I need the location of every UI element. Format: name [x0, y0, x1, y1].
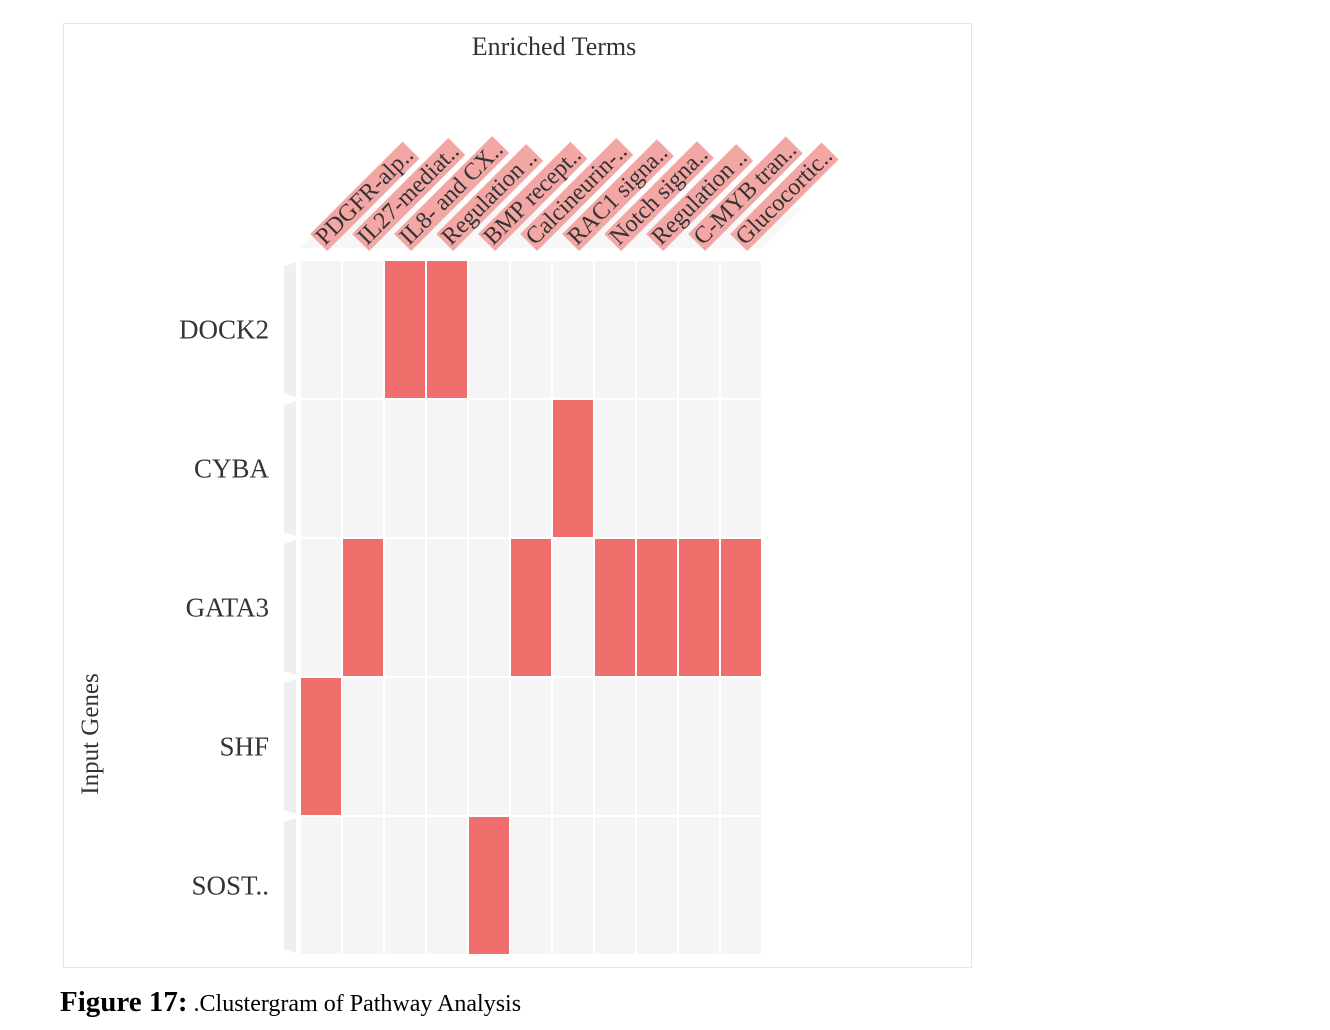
column-label-highlight-2	[394, 135, 510, 251]
figure-caption: Figure 17: .Clustergram of Pathway Analys…	[60, 986, 521, 1019]
heatmap-cell-1-9	[678, 399, 720, 538]
heatmap-cell-3-6	[552, 677, 594, 816]
heatmap-cell-3-3	[426, 677, 468, 816]
column-labels: PDGFR-alp..IL27-mediat..IL8- and CX..Reg…	[300, 135, 839, 251]
heatmap-cell-4-3	[426, 816, 468, 955]
heatmap-cell-0-1	[342, 260, 384, 399]
heatmap-cell-0-9	[678, 260, 720, 399]
heatmap-cell-2-6	[552, 538, 594, 677]
heatmap-cell-0-8	[636, 260, 678, 399]
heatmap-cell-3-1	[342, 677, 384, 816]
heatmap-cell-3-7	[594, 677, 636, 816]
column-label-highlight-9	[688, 136, 803, 251]
heatmap-cell-4-8	[636, 816, 678, 955]
heatmap-cell-1-1	[342, 399, 384, 538]
clustergram-chart: Enriched Terms Input Genes PDGFR-alp..IL…	[77, 32, 839, 955]
heatmap-cell-4-7	[594, 816, 636, 955]
column-label-highlight-4	[478, 141, 588, 251]
heatmap-cell-3-0	[300, 677, 342, 816]
heatmap-cell-2-5	[510, 538, 552, 677]
heatmap-cell-1-10	[720, 399, 762, 538]
heatmap-cell-1-5	[510, 399, 552, 538]
heatmap-cell-0-3	[426, 260, 468, 399]
heatmap-cell-0-7	[594, 260, 636, 399]
heatmap-cell-1-6	[552, 399, 594, 538]
chart-panel: Enriched Terms Input Genes PDGFR-alp.. IL…	[63, 23, 972, 968]
row-bar-2	[284, 540, 296, 675]
heatmap-cell-0-4	[468, 260, 510, 399]
heatmap-cell-1-8	[636, 399, 678, 538]
row-bar-3	[284, 679, 296, 814]
column-label-highlight-8	[646, 143, 754, 251]
heatmap-cell-3-4	[468, 677, 510, 816]
row-label-1: CYBA	[194, 454, 270, 484]
heatmap-cell-2-9	[678, 538, 720, 677]
row-labels: DOCK2 CYBA GATA3 SHF SOST..	[179, 262, 296, 953]
heatmap-cell-4-0	[300, 816, 342, 955]
row-label-0: DOCK2	[179, 315, 269, 345]
heatmap-cell-4-1	[342, 816, 384, 955]
heatmap-cells	[300, 260, 762, 955]
column-label-highlight-10	[730, 142, 839, 251]
heatmap-cell-0-0	[300, 260, 342, 399]
caption-lead: Figure 17:	[60, 986, 188, 1018]
column-label-highlight-7	[604, 141, 714, 251]
chart-title: Enriched Terms	[472, 32, 636, 61]
heatmap-cell-0-6	[552, 260, 594, 399]
heatmap-cell-3-10	[720, 677, 762, 816]
heatmap-cell-0-10	[720, 260, 762, 399]
heatmap-cell-1-3	[426, 399, 468, 538]
heatmap-cell-0-5	[510, 260, 552, 399]
heatmap-cell-3-2	[384, 677, 426, 816]
column-label-highlight-5	[520, 137, 634, 251]
column-label-highlight-1	[352, 137, 466, 251]
heatmap-cell-1-7	[594, 399, 636, 538]
heatmap-cell-0-2	[384, 260, 426, 399]
heatmap-cell-1-2	[384, 399, 426, 538]
heatmap-cell-4-6	[552, 816, 594, 955]
row-bar-4	[284, 818, 296, 953]
heatmap-cell-2-1	[342, 538, 384, 677]
column-label-highlight-0	[310, 141, 420, 251]
heatmap-cell-2-4	[468, 538, 510, 677]
heatmap-cell-4-10	[720, 816, 762, 955]
heatmap-cell-1-0	[300, 399, 342, 538]
heatmap-cell-4-9	[678, 816, 720, 955]
row-label-3: SHF	[219, 732, 269, 762]
heatmap-cell-2-0	[300, 538, 342, 677]
row-bar-0	[284, 262, 296, 397]
row-label-4: SOST..	[191, 871, 269, 901]
column-label-highlight-3	[436, 143, 544, 251]
heatmap-cell-3-8	[636, 677, 678, 816]
heatmap-cell-2-2	[384, 538, 426, 677]
heatmap-cell-4-5	[510, 816, 552, 955]
heatmap-cell-2-3	[426, 538, 468, 677]
heatmap-cell-4-4	[468, 816, 510, 955]
heatmap-cell-2-7	[594, 538, 636, 677]
caption-text: .Clustergram of Pathway Analysis	[193, 991, 522, 1017]
column-label-highlight-6	[562, 139, 674, 251]
heatmap-cell-3-9	[678, 677, 720, 816]
y-axis-label: Input Genes	[77, 673, 104, 795]
heatmap-cell-4-2	[384, 816, 426, 955]
row-label-2: GATA3	[186, 593, 269, 623]
row-bar-1	[284, 401, 296, 536]
heatmap-cell-1-4	[468, 399, 510, 538]
heatmap-cell-2-8	[636, 538, 678, 677]
heatmap-cell-3-5	[510, 677, 552, 816]
heatmap-cell-2-10	[720, 538, 762, 677]
